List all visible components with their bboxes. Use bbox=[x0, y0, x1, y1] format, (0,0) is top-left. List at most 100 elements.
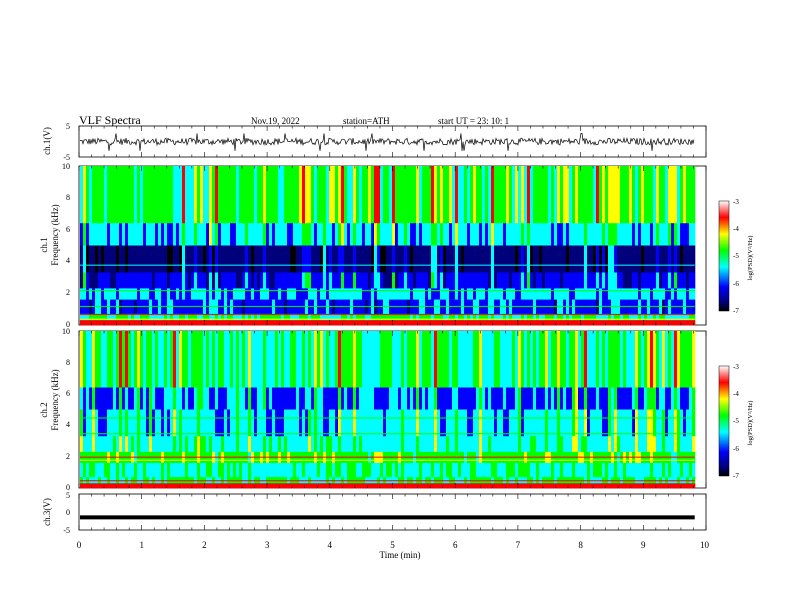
spectrogram-cell bbox=[299, 272, 303, 289]
spectrogram-cell bbox=[554, 272, 558, 289]
colorbar-ch1: -3 -4 -5 -6 -7 log(PSD)(V²/Hz) bbox=[718, 198, 754, 315]
spectrogram-cell bbox=[671, 409, 675, 437]
spectrogram-cell bbox=[248, 313, 252, 321]
spectrogram-cell bbox=[155, 409, 159, 437]
spectrogram-cell bbox=[449, 483, 453, 489]
spectrogram-cell bbox=[662, 320, 666, 326]
spectrogram-cell bbox=[509, 331, 513, 388]
spectrogram-cell bbox=[548, 320, 552, 326]
spectrogram-cell bbox=[215, 272, 219, 289]
spectrogram-cell bbox=[665, 313, 669, 321]
spectrogram-cell bbox=[302, 223, 306, 246]
spectrogram-cell bbox=[527, 223, 531, 246]
spectrogram-cell bbox=[218, 483, 222, 489]
spectrogram-cell bbox=[389, 320, 393, 326]
spectrogram-cell bbox=[362, 313, 366, 321]
spectrogram-cell bbox=[320, 409, 324, 437]
spectrogram-cell bbox=[488, 313, 492, 321]
spectrogram-cell bbox=[383, 245, 387, 273]
spectrogram-cell bbox=[692, 436, 696, 453]
spectrogram-cell bbox=[314, 166, 318, 224]
spectrogram-cell bbox=[95, 223, 99, 246]
spectrogram-cell bbox=[233, 320, 237, 326]
spectrogram-narrowband-line bbox=[80, 459, 695, 461]
spectrogram-cell bbox=[638, 166, 642, 224]
spectrogram-cell bbox=[230, 288, 234, 300]
spectrogram-cell bbox=[557, 272, 561, 289]
spectrogram-cell bbox=[506, 436, 510, 453]
spectrogram-cell bbox=[221, 166, 225, 224]
spectrogram-cell bbox=[566, 409, 570, 437]
spectrogram-cell bbox=[362, 272, 366, 289]
spectrogram-cell bbox=[176, 245, 180, 273]
spectrogram-cell bbox=[209, 320, 213, 326]
spectrogram-cell bbox=[560, 387, 564, 410]
spectrogram-cell bbox=[269, 462, 273, 478]
spectrogram-cell bbox=[329, 331, 333, 388]
spectrogram-cell bbox=[608, 313, 612, 321]
spectrogram-cell bbox=[488, 462, 492, 478]
spectrogram-cell bbox=[308, 387, 312, 410]
spectrogram-cell bbox=[209, 483, 213, 489]
spectrogram-cell bbox=[602, 436, 606, 453]
spectrogram-cell bbox=[500, 166, 504, 224]
spectrogram-cell bbox=[197, 223, 201, 246]
spectrogram-cell bbox=[527, 387, 531, 410]
spectrogram-cell bbox=[128, 409, 132, 437]
spectrogram-cell bbox=[365, 245, 369, 273]
spectrogram-cell bbox=[626, 436, 630, 453]
spectrogram-cell bbox=[350, 166, 354, 224]
spectrogram-cell bbox=[464, 166, 468, 224]
spectrogram-cell bbox=[620, 223, 624, 246]
xtick-1: 1 bbox=[139, 540, 144, 550]
spectrogram-cell bbox=[410, 462, 414, 478]
spectrogram-cell bbox=[296, 331, 300, 388]
spectrogram-cell bbox=[137, 387, 141, 410]
spectrogram-cell bbox=[248, 483, 252, 489]
spectrogram-cell bbox=[197, 462, 201, 478]
spectrogram-cell bbox=[491, 313, 495, 321]
spectrogram-cell bbox=[464, 313, 468, 321]
spectrogram-cell bbox=[536, 313, 540, 321]
spectrogram-cell bbox=[497, 288, 501, 300]
spectrogram-cell bbox=[587, 166, 591, 224]
spectrogram-cell bbox=[305, 313, 309, 321]
spectrogram-cell bbox=[119, 387, 123, 410]
spectrogram-cell bbox=[602, 387, 606, 410]
spectrogram-cell bbox=[221, 245, 225, 273]
spectrogram-cell bbox=[278, 245, 282, 273]
spectrogram-cell bbox=[404, 320, 408, 326]
spectrogram-cell bbox=[203, 166, 207, 224]
spectrogram-cell bbox=[80, 166, 84, 224]
spectrogram-cell bbox=[518, 223, 522, 246]
spectrogram-cell bbox=[389, 436, 393, 453]
spectrogram-cell bbox=[146, 288, 150, 300]
spectrogram-cell bbox=[569, 245, 573, 273]
spectrogram-cell bbox=[680, 288, 684, 300]
spectrogram-cell bbox=[398, 223, 402, 246]
spectrogram-cell bbox=[539, 245, 543, 273]
spectrogram-cell bbox=[332, 320, 336, 326]
spectrogram-cell bbox=[173, 272, 177, 289]
spectrogram-cell bbox=[584, 387, 588, 410]
spectrogram-cell bbox=[110, 272, 114, 289]
spectrogram-cell bbox=[386, 331, 390, 388]
spectrogram-cell bbox=[266, 272, 270, 289]
spectrogram-cell bbox=[170, 166, 174, 224]
spectrogram-cell bbox=[446, 483, 450, 489]
spectrogram-cell bbox=[260, 483, 264, 489]
spectrogram-cell bbox=[146, 313, 150, 321]
spectrogram-cell bbox=[179, 288, 183, 300]
spectrogram-cell bbox=[122, 272, 126, 289]
spectrogram-cell bbox=[149, 272, 153, 289]
spectrogram-cell bbox=[404, 313, 408, 321]
spectrogram-cell bbox=[653, 313, 657, 321]
spectrogram-cell bbox=[491, 409, 495, 437]
spectrogram-cell bbox=[290, 245, 294, 273]
spectrogram-cell bbox=[95, 483, 99, 489]
spectrogram-cell bbox=[185, 223, 189, 246]
spectrogram-cell bbox=[218, 387, 222, 410]
spectrogram-cell bbox=[116, 166, 120, 224]
spectrogram-cell bbox=[473, 223, 477, 246]
spectrogram-cell bbox=[449, 462, 453, 478]
